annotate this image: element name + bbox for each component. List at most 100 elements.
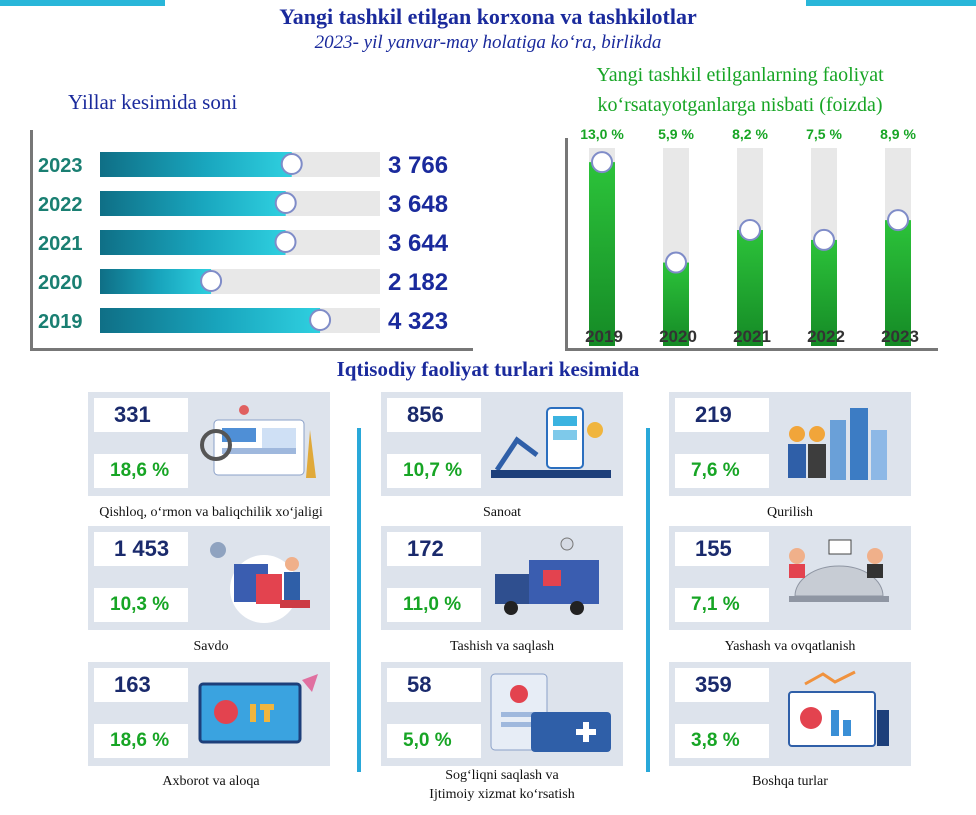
bar — [100, 230, 286, 255]
sector-card-hospitality: 155 7,1 % — [669, 526, 911, 630]
sector-card-construction: 219 7,6 % — [669, 392, 911, 496]
agriculture-illustration — [200, 405, 316, 478]
column — [811, 239, 837, 346]
sector-label: Axborot va aloqa — [162, 774, 260, 789]
construction-illustration — [788, 408, 887, 480]
sector-label: Qishloq, o‘rmon va baliqchilik xo‘jaligi — [99, 505, 323, 520]
column — [663, 262, 689, 346]
sector-label-line1: Sog‘liqni saqlash va — [445, 768, 559, 783]
sector-label: Yashash va ovqatlanish — [724, 639, 856, 654]
bar-category-label: 2021 — [38, 233, 83, 255]
sector-card-industry: 856 10,7 % — [381, 392, 623, 496]
shopping-illustration — [210, 542, 310, 623]
sector-count: 219 — [695, 402, 732, 427]
column — [885, 220, 911, 346]
sector-count: 58 — [407, 672, 432, 697]
sector-count: 155 — [695, 536, 732, 561]
sector-share: 7,1 % — [691, 594, 740, 615]
sector-count: 856 — [407, 402, 444, 427]
bar-category-label: 2019 — [38, 311, 83, 333]
bar — [100, 191, 286, 216]
sector-count: 163 — [114, 672, 151, 697]
column-value-label: 8,9 % — [880, 126, 916, 142]
column-category-label: 2022 — [807, 327, 845, 346]
column-value-label: 13,0 % — [580, 126, 624, 142]
sector-label: Boshqa turlar — [752, 774, 828, 789]
sector-card-other: 359 3,8 % — [669, 662, 911, 766]
sector-share: 3,8 % — [691, 730, 740, 751]
column-category-label: 2020 — [659, 327, 697, 346]
bar — [100, 152, 292, 177]
sector-card-health: 58 5,0 % — [381, 662, 623, 766]
page-subtitle: 2023- yil yanvar-may holatiga ko‘ra, bir… — [314, 32, 662, 53]
column-marker — [739, 219, 761, 242]
sector-share: 11,0 % — [403, 594, 462, 615]
sector-share: 18,6 % — [110, 460, 170, 481]
bar-value-label: 3 648 — [388, 191, 448, 218]
bar-category-label: 2022 — [38, 194, 83, 216]
yearly-count-bar-chart: 2023 3 766 2022 3 648 2021 3 644 2020 2 182 2019… — [38, 152, 449, 335]
right-chart-title-line1: Yangi tashkil etilganlarning faoliyat — [596, 64, 884, 86]
column-separator — [357, 428, 361, 772]
left-chart-title: Yillar kesimida soni — [68, 90, 238, 114]
sector-count: 359 — [695, 672, 732, 697]
sector-label: Tashish va saqlash — [449, 639, 554, 654]
sector-share: 10,7 % — [403, 460, 463, 481]
bar-category-label: 2020 — [38, 272, 83, 294]
column-value-label: 8,2 % — [732, 126, 768, 142]
right-chart-title-line2: ko‘rsatayotganlarga nisbati (foizda) — [597, 94, 883, 116]
column-value-label: 5,9 % — [658, 126, 694, 142]
delivery-truck-illustration — [495, 537, 599, 615]
sector-share: 18,6 % — [110, 730, 170, 751]
right-chart-title: Yangi tashkil etilganlarning faoliyat ko… — [548, 60, 932, 120]
ratio-column-chart: 13,0 % 2019 5,9 % 2020 8,2 % 2021 7,5 % 2022 8,9… — [580, 126, 919, 346]
sector-card-it: 163 18,6 % — [88, 662, 330, 766]
right-chart-frame — [565, 138, 938, 351]
bar — [100, 308, 321, 333]
column — [737, 230, 763, 346]
column-marker — [813, 228, 835, 251]
analytics-illustration — [788, 670, 889, 747]
bar-value-label: 2 182 — [388, 269, 448, 296]
bar-marker — [274, 231, 297, 253]
bar — [100, 269, 212, 294]
sector-label-line2: Ijtimoiy xizmat ko‘rsatish — [429, 787, 575, 802]
column-marker — [591, 151, 613, 174]
factory-illustration — [491, 407, 611, 478]
sector-card-trade: 1 453 10,3 % — [88, 526, 330, 630]
page-title: Yangi tashkil etilgan korxona va tashkil… — [279, 4, 697, 29]
column-value-label: 7,5 % — [806, 126, 842, 142]
bar-value-label: 3 644 — [388, 230, 449, 257]
bar-marker — [274, 192, 297, 214]
sector-card-transport: 172 11,0 % — [381, 526, 623, 630]
sector-label: Qurilish — [767, 505, 813, 520]
health-card-illustration — [490, 673, 611, 752]
sector-count: 1 453 — [114, 536, 170, 561]
sector-label: Sog‘liqni saqlash va Ijtimoiy xizmat ko‘… — [372, 766, 632, 804]
sector-label: Savdo — [193, 639, 229, 654]
bar-value-label: 4 323 — [388, 308, 448, 335]
column-marker — [887, 209, 909, 232]
sector-share: 10,3 % — [110, 594, 170, 615]
column-category-label: 2023 — [881, 327, 919, 346]
bar-marker — [309, 309, 332, 331]
top-left-accent — [0, 0, 165, 6]
sector-share: 7,6 % — [691, 460, 740, 481]
sector-card-agriculture: 331 18,6 % — [88, 392, 330, 496]
column — [589, 162, 615, 346]
sector-label: Sanoat — [482, 505, 522, 520]
bar-value-label: 3 766 — [388, 152, 448, 179]
bar-category-label: 2023 — [38, 155, 83, 177]
column-category-label: 2019 — [585, 327, 623, 346]
column-separator — [646, 428, 650, 772]
bar-marker — [280, 153, 303, 175]
it-illustration — [198, 674, 318, 744]
sectors-title: Iqtisodiy faoliyat turlari kesimida — [336, 357, 640, 381]
sector-count: 331 — [114, 402, 151, 427]
hospitality-illustration — [789, 539, 889, 602]
column-category-label: 2021 — [733, 327, 771, 346]
left-chart-frame — [30, 130, 473, 351]
top-right-accent — [806, 0, 976, 6]
sector-count: 172 — [407, 536, 444, 561]
bar-marker — [200, 270, 223, 292]
